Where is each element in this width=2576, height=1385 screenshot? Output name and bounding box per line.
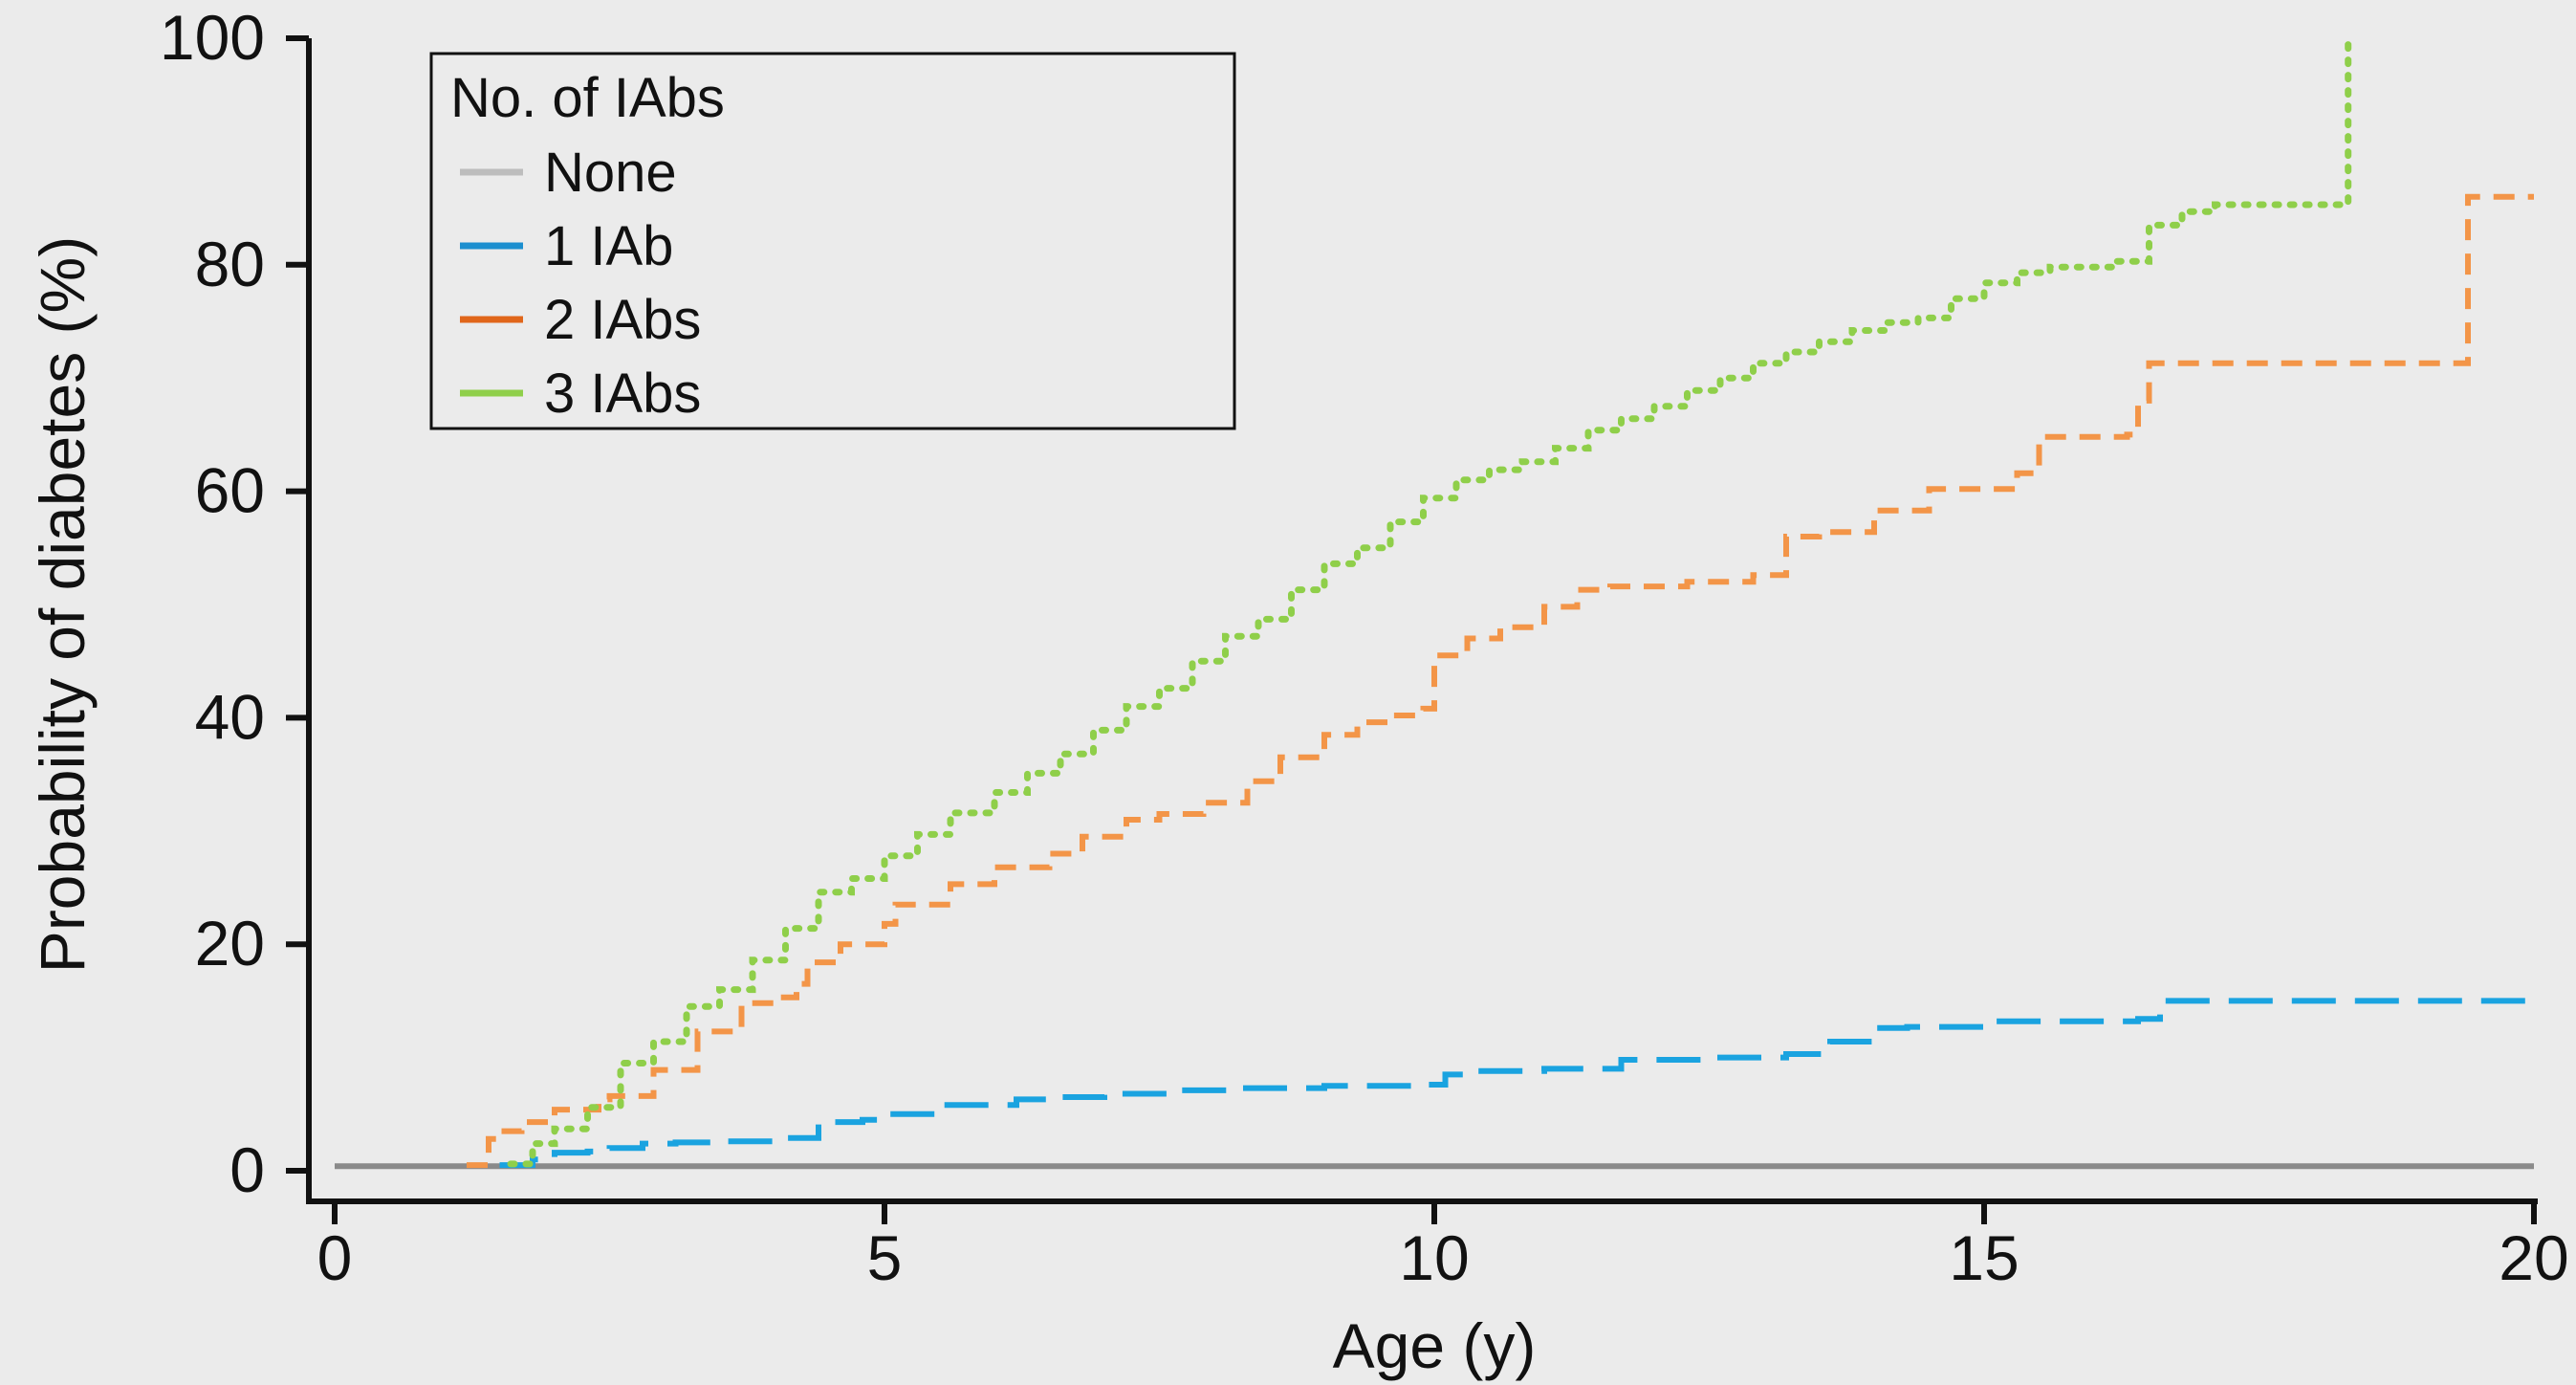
x-tick-label: 10 — [1399, 1222, 1469, 1293]
y-axis-title: Probability of diabetes (%) — [27, 236, 98, 973]
series-line-1 — [499, 998, 2534, 1169]
x-tick-label: 15 — [1949, 1222, 2019, 1293]
x-tick-label: 0 — [317, 1222, 353, 1293]
y-tick-label: 80 — [195, 229, 265, 299]
legend-label: 3 IAbs — [544, 363, 701, 425]
axes-layer: 0 5 10 15 20 0 20 40 60 80 100 — [160, 2, 2569, 1293]
legend-label: 2 IAbs — [544, 289, 701, 351]
y-tick-label: 40 — [195, 681, 265, 752]
y-tick-label: 0 — [229, 1134, 265, 1205]
legend-label: 1 IAb — [544, 215, 673, 277]
legend: No. of IAbs None 1 IAb 2 IAbs 3 IAbs — [429, 52, 1236, 430]
x-tick-label: 5 — [867, 1222, 903, 1293]
x-axis-title: Age (y) — [1333, 1310, 1537, 1381]
legend-title: No. of IAbs — [450, 67, 725, 129]
series-line-3 — [507, 34, 2352, 1168]
legend-label: None — [544, 142, 677, 204]
series-line-2 — [467, 193, 2534, 1169]
legend-box — [429, 52, 1236, 430]
y-tick-label: 20 — [195, 908, 265, 978]
legend-items: None 1 IAb 2 IAbs 3 IAbs — [460, 142, 701, 425]
y-tick-label: 100 — [160, 2, 265, 73]
series-layer — [335, 34, 2534, 1170]
y-tick-label: 60 — [195, 455, 265, 526]
x-tick-label: 20 — [2499, 1222, 2568, 1293]
